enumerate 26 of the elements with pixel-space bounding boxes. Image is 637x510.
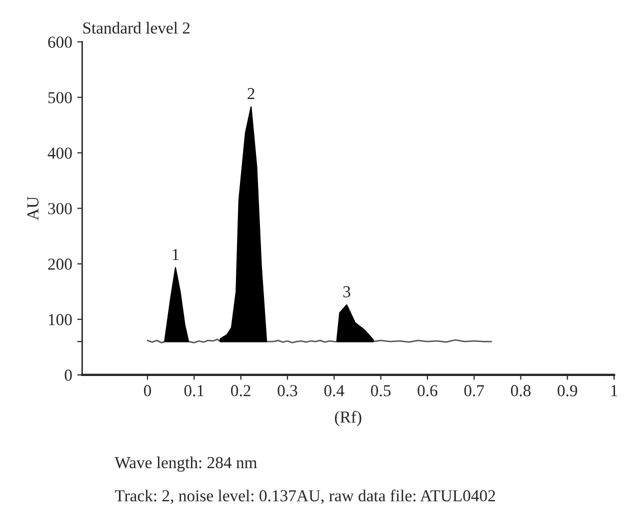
x-tick-label: 0.3 [278, 385, 298, 396]
x-tick-label: 0.2 [231, 385, 250, 396]
y-axis-title: AU [27, 196, 39, 220]
y-tick-label: 200 [48, 258, 72, 270]
y-tick-label: 0 [64, 370, 72, 381]
x-tick-label: 0.4 [324, 385, 344, 396]
x-tick-label: 0.5 [371, 385, 391, 396]
y-tick-label: 600 [48, 36, 72, 48]
text: Wave length: 284 nm [114, 456, 258, 472]
y-tick-label: 500 [48, 92, 72, 104]
x-tick-label: 1 [611, 385, 618, 396]
x-axis-title: (Rf) [334, 410, 362, 426]
annotation: 2 [248, 88, 254, 100]
x-tick-label: 0.8 [510, 385, 531, 396]
y-tick-label: 100 [48, 314, 72, 326]
y-tick-label: 300 [48, 203, 72, 214]
x-tick-label: 0.1 [184, 385, 204, 396]
x-tick-label: 0 [144, 385, 152, 396]
x-tick-label: 0.7 [464, 385, 484, 396]
x-tick-label: 0.9 [558, 385, 578, 396]
annotation: 1 [172, 249, 179, 260]
x-tick-label: 0.6 [418, 385, 438, 396]
text: Track: 2, noise level: 0.137AU, raw data file: ATUL0402 [114, 490, 495, 504]
annotation: 3 [343, 286, 350, 298]
y-tick-label: 400 [48, 148, 72, 159]
chart-title: Standard level 2 [83, 22, 190, 34]
